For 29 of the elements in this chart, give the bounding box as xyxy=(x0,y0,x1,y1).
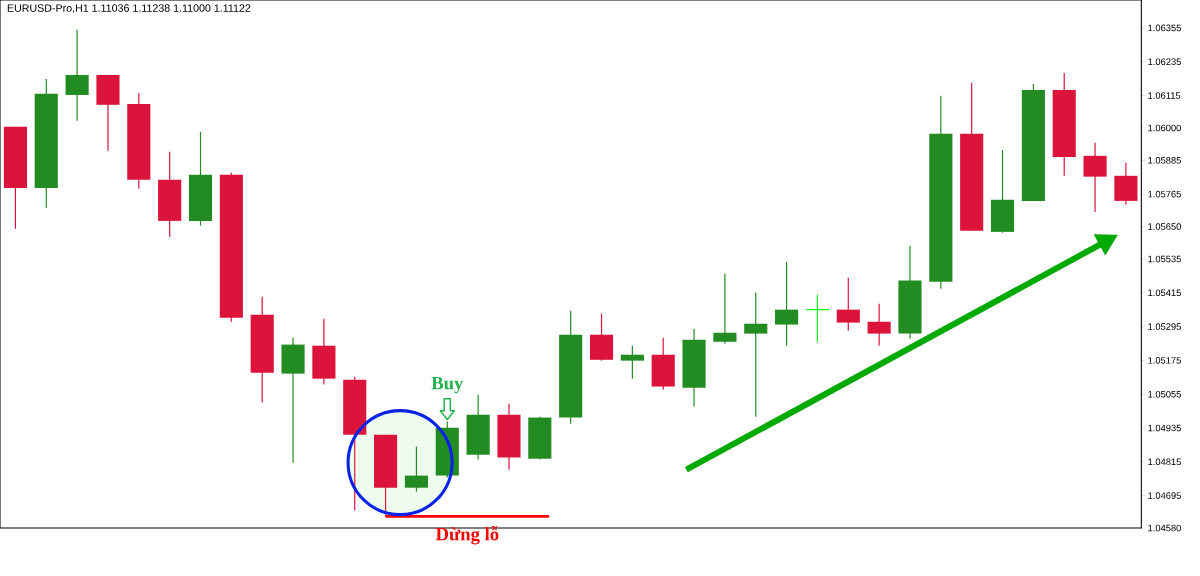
y-tick-label: 1.05535 xyxy=(1148,255,1181,263)
y-tick-label: 1.04935 xyxy=(1148,424,1181,432)
candlestick xyxy=(620,345,644,380)
y-tick-label: 1.06235 xyxy=(1148,58,1181,65)
candlestick xyxy=(713,273,737,345)
y-tick-label: 1.05055 xyxy=(1148,390,1181,398)
y-tick-label: 1.05765 xyxy=(1148,190,1181,198)
candlestick xyxy=(867,303,891,347)
y-tick-label: 1.04695 xyxy=(1148,492,1181,499)
y-tick-label: 1.06000 xyxy=(1148,124,1181,132)
candlestick xyxy=(1083,142,1107,213)
annotation: Buy xyxy=(431,376,464,394)
ref-line-label: Dừng lỗ xyxy=(435,526,499,545)
y-tick-label: 1.05295 xyxy=(1148,323,1181,330)
chart-title: EURUSD-Pro,H1 1.11036 1.11238 1.11000 1.11122 xyxy=(7,4,251,14)
y-tick-label: 1.05175 xyxy=(1148,357,1181,364)
y-tick-label: 1.04580 xyxy=(1148,524,1181,532)
candlestick xyxy=(744,292,768,418)
candlestick xyxy=(65,29,89,122)
candlestick xyxy=(404,445,429,493)
y-tick-label: 1.05885 xyxy=(1148,157,1181,164)
y-tick-label: 1.05415 xyxy=(1148,289,1181,297)
y-tick-label: 1.06115 xyxy=(1148,92,1181,99)
y-tick-label: 1.05650 xyxy=(1148,223,1181,230)
y-tick-label: 1.04815 xyxy=(1148,458,1181,466)
candlestick xyxy=(805,294,830,343)
candlestick xyxy=(775,261,799,347)
y-tick-label: 1.06355 xyxy=(1148,24,1181,32)
candlestick xyxy=(836,277,860,332)
